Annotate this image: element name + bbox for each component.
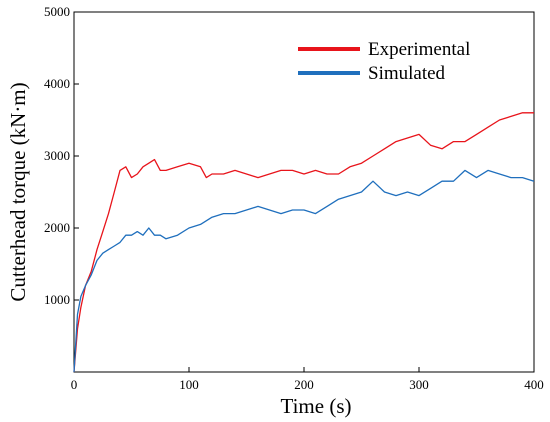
series-line-simulated <box>73 169 535 373</box>
x-tick-label: 100 <box>179 377 199 392</box>
x-axis-ticks: 0 100 200 300 400 <box>71 367 544 392</box>
x-tick-label: 200 <box>294 377 314 392</box>
legend-label-experimental: Experimental <box>368 39 470 60</box>
y-tick-label: 2000 <box>44 220 70 235</box>
y-tick-label: 4000 <box>44 76 70 91</box>
series-line-experimental <box>73 112 534 373</box>
x-tick-label: 400 <box>524 377 544 392</box>
y-tick-label: 3000 <box>44 148 70 163</box>
legend: Experimental Simulated <box>298 39 470 84</box>
x-axis-title: Time (s) <box>281 394 352 418</box>
plot-frame <box>73 11 535 373</box>
x-tick-label: 0 <box>71 377 78 392</box>
y-axis-ticks: 1000 2000 3000 4000 5000 <box>44 4 79 307</box>
y-tick-label: 1000 <box>44 292 70 307</box>
legend-label-simulated: Simulated <box>368 63 446 84</box>
x-tick-label: 300 <box>409 377 429 392</box>
y-axis-title: Cutterhead torque (kN·m) <box>6 82 30 301</box>
series-layer <box>73 112 535 373</box>
y-tick-label: 5000 <box>44 4 70 19</box>
